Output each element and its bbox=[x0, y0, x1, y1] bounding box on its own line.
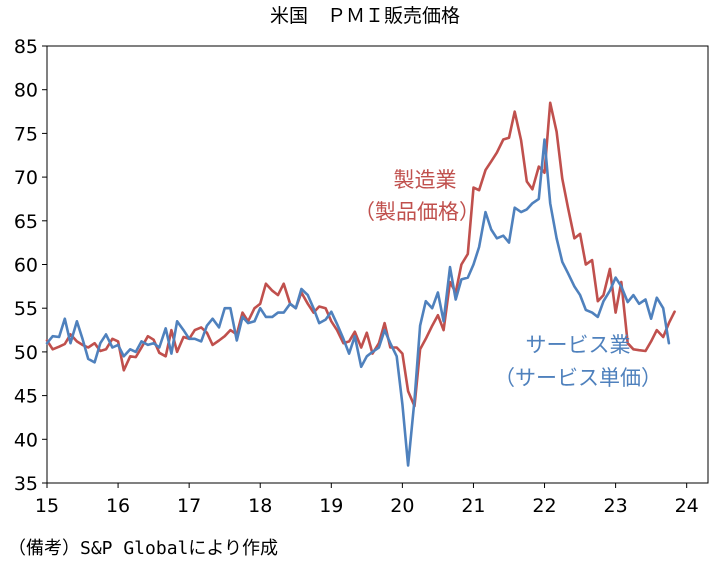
annotation-services-0: サービス業 bbox=[526, 333, 631, 357]
annotation-services-1: （サービス単価） bbox=[494, 366, 662, 390]
series-annotations: 製造業 （製品価格） サービス業 （サービス単価） bbox=[354, 168, 662, 390]
x-tick-label: 22 bbox=[532, 495, 556, 517]
y-tick-label: 65 bbox=[14, 211, 38, 233]
x-tick-label: 21 bbox=[461, 495, 485, 517]
y-tick-label: 45 bbox=[14, 386, 38, 408]
plot-frame bbox=[46, 45, 709, 484]
x-tick-label: 15 bbox=[35, 495, 59, 517]
x-tick-label: 18 bbox=[248, 495, 272, 517]
y-axis: 35 40 45 50 55 60 65 70 75 80 85 bbox=[14, 36, 47, 495]
y-tick-label: 55 bbox=[14, 298, 38, 320]
x-tick-label: 19 bbox=[319, 495, 343, 517]
series-lines bbox=[45, 101, 676, 467]
y-tick-label: 35 bbox=[14, 473, 38, 495]
series-line-services bbox=[45, 138, 671, 467]
x-axis: 15 16 17 18 19 20 21 22 23 24 bbox=[35, 483, 699, 517]
y-tick-label: 70 bbox=[14, 167, 38, 189]
x-tick-label: 17 bbox=[177, 495, 201, 517]
y-tick-label: 75 bbox=[14, 123, 38, 145]
y-tick-label: 60 bbox=[14, 255, 38, 277]
y-tick-label: 40 bbox=[14, 429, 38, 451]
source-note: （備考）S&P Globalにより作成 bbox=[8, 538, 279, 559]
annotation-manufacturing-0: 製造業 bbox=[394, 168, 457, 192]
x-tick-label: 16 bbox=[106, 495, 130, 517]
y-tick-label: 80 bbox=[14, 80, 38, 102]
series-line-manufacturing bbox=[45, 101, 676, 408]
x-tick-label: 20 bbox=[390, 495, 414, 517]
x-tick-label: 24 bbox=[675, 495, 699, 517]
y-tick-label: 85 bbox=[14, 36, 38, 58]
y-tick-label: 50 bbox=[14, 342, 38, 364]
x-tick-label: 23 bbox=[604, 495, 628, 517]
chart-title: 米国 ＰＭＩ販売価格 bbox=[270, 5, 460, 27]
annotation-manufacturing-1: （製品価格） bbox=[354, 200, 480, 224]
